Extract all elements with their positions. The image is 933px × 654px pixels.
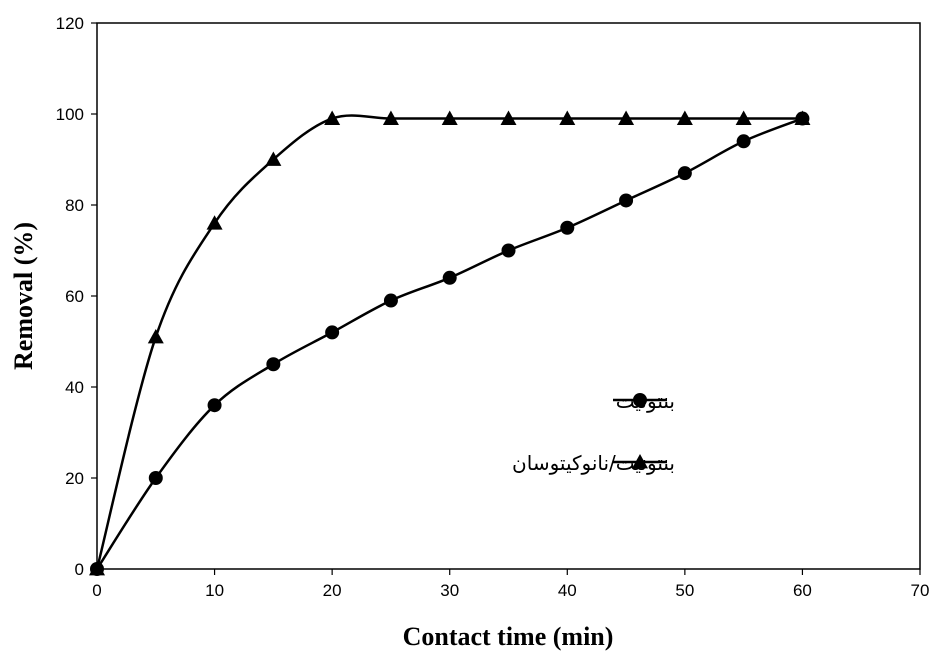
triangle-marker <box>382 110 399 125</box>
circle-marker <box>207 398 222 413</box>
x-tick-label: 30 <box>440 581 459 600</box>
triangle-marker <box>676 110 693 125</box>
y-tick-label: 40 <box>65 378 84 397</box>
axis-ticks: 0 10 20 30 40 50 60 70 0 20 40 60 80 100 120 <box>56 14 930 600</box>
x-tick-label: 20 <box>323 581 342 600</box>
y-tick-label: 60 <box>65 287 84 306</box>
series-2 <box>89 110 811 576</box>
y-tick-label: 120 <box>56 14 84 33</box>
triangle-marker <box>206 215 223 230</box>
series-layer <box>89 110 811 576</box>
x-tick-label: 10 <box>205 581 224 600</box>
x-tick-label: 60 <box>793 581 812 600</box>
series-line <box>95 117 803 570</box>
legend: بنتونیت بنتونیت/نانوکیتوسان <box>512 389 675 475</box>
x-tick-label: 40 <box>558 581 577 600</box>
plot-area <box>96 22 921 570</box>
triangle-marker <box>500 110 517 125</box>
y-axis-title: Removal (%) <box>9 222 38 370</box>
legend-label: بنتونیت <box>616 389 675 413</box>
triangle-marker <box>794 110 811 125</box>
x-tick-label: 70 <box>911 581 930 600</box>
legend-triangle-marker <box>632 454 648 469</box>
x-tick-label: 50 <box>675 581 694 600</box>
circle-marker <box>736 134 751 149</box>
x-tick-label: 0 <box>92 581 101 600</box>
y-tick-label: 100 <box>56 105 84 124</box>
triangle-marker <box>89 561 105 576</box>
circle-marker <box>325 325 340 340</box>
y-tick-label: 0 <box>75 560 84 579</box>
series-1 <box>90 111 810 576</box>
triangle-marker <box>735 110 752 125</box>
triangle-marker <box>147 328 164 344</box>
triangle-marker <box>441 110 458 125</box>
triangle-marker <box>324 110 341 125</box>
circle-marker <box>442 270 457 285</box>
y-tick-label: 20 <box>65 469 84 488</box>
circle-marker <box>619 193 634 208</box>
circle-marker <box>266 357 281 372</box>
triangle-marker <box>265 151 282 166</box>
x-axis-title: Contact time (min) <box>403 622 614 651</box>
triangle-marker <box>618 110 635 125</box>
circle-marker <box>501 243 516 258</box>
circle-marker <box>383 293 398 308</box>
triangle-marker <box>559 110 576 125</box>
y-tick-label: 80 <box>65 196 84 215</box>
legend-label: بنتونیت/نانوکیتوسان <box>512 451 675 475</box>
series-line <box>95 114 803 570</box>
circle-marker <box>677 166 692 181</box>
circle-marker <box>148 471 163 485</box>
circle-marker <box>560 220 575 235</box>
legend-circle-marker <box>633 393 647 407</box>
